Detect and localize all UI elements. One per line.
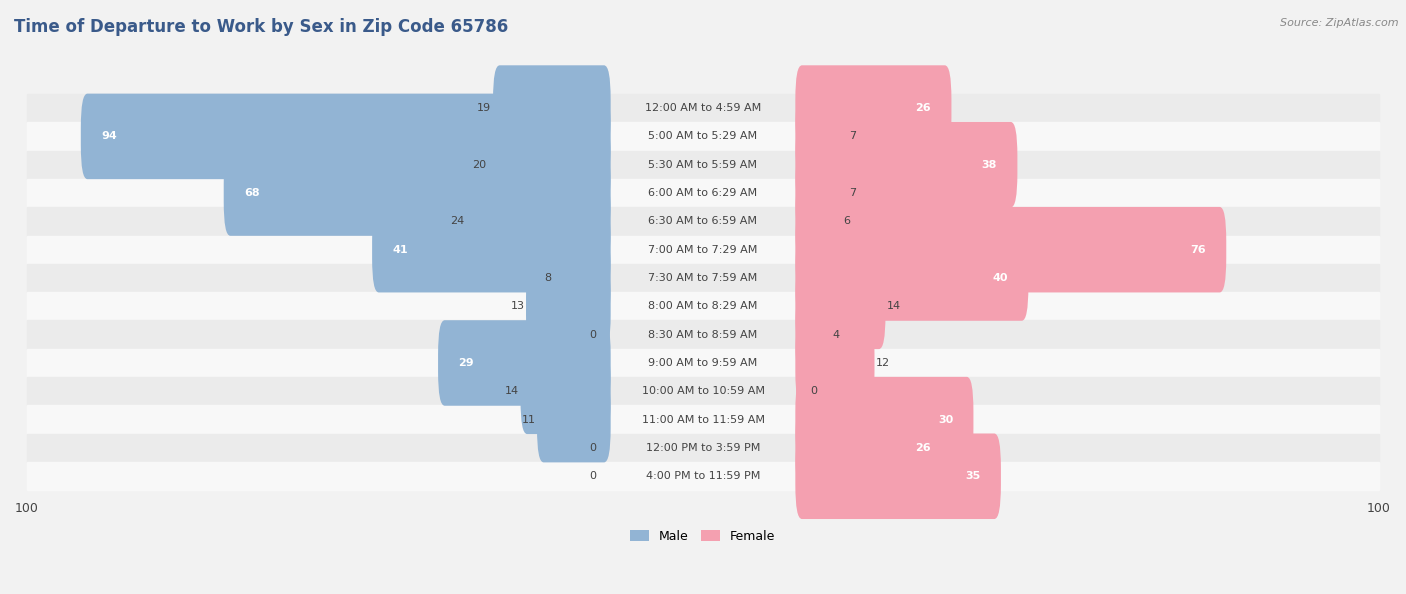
Bar [27, 264, 1379, 292]
Text: 5:30 AM to 5:59 AM: 5:30 AM to 5:59 AM [648, 160, 758, 170]
FancyBboxPatch shape [796, 94, 846, 179]
FancyBboxPatch shape [373, 207, 610, 292]
FancyBboxPatch shape [520, 349, 610, 434]
Bar [27, 462, 1379, 491]
Text: Time of Departure to Work by Sex in Zip Code 65786: Time of Departure to Work by Sex in Zip … [14, 18, 509, 36]
Text: 76: 76 [1191, 245, 1206, 255]
FancyBboxPatch shape [537, 377, 610, 462]
Text: 30: 30 [938, 415, 953, 425]
Text: 26: 26 [915, 103, 931, 113]
FancyBboxPatch shape [796, 434, 1001, 519]
FancyBboxPatch shape [494, 65, 610, 151]
Text: 5:00 AM to 5:29 AM: 5:00 AM to 5:29 AM [648, 131, 758, 141]
FancyBboxPatch shape [796, 405, 952, 491]
Text: 10:00 AM to 10:59 AM: 10:00 AM to 10:59 AM [641, 386, 765, 396]
Text: 29: 29 [458, 358, 474, 368]
Text: 19: 19 [477, 103, 491, 113]
Bar [27, 150, 1379, 179]
Text: 6:30 AM to 6:59 AM: 6:30 AM to 6:59 AM [648, 216, 758, 226]
Text: 12:00 PM to 3:59 PM: 12:00 PM to 3:59 PM [645, 443, 761, 453]
Text: 7: 7 [849, 131, 856, 141]
Text: 12: 12 [876, 358, 890, 368]
Bar [27, 292, 1379, 321]
Text: 11:00 AM to 11:59 AM: 11:00 AM to 11:59 AM [641, 415, 765, 425]
FancyBboxPatch shape [80, 94, 610, 179]
Bar [27, 377, 1379, 406]
FancyBboxPatch shape [796, 207, 1226, 292]
FancyBboxPatch shape [439, 320, 610, 406]
Text: 41: 41 [392, 245, 408, 255]
Bar [27, 94, 1379, 122]
Bar [27, 406, 1379, 434]
FancyBboxPatch shape [796, 264, 886, 349]
Text: 12:00 AM to 4:59 AM: 12:00 AM to 4:59 AM [645, 103, 761, 113]
FancyBboxPatch shape [465, 179, 610, 264]
FancyBboxPatch shape [796, 122, 1018, 207]
Text: 24: 24 [450, 216, 464, 226]
FancyBboxPatch shape [488, 122, 610, 207]
FancyBboxPatch shape [796, 65, 952, 151]
Text: 26: 26 [915, 443, 931, 453]
Text: 6:00 AM to 6:29 AM: 6:00 AM to 6:29 AM [648, 188, 758, 198]
FancyBboxPatch shape [796, 292, 831, 377]
Text: 8:00 AM to 8:29 AM: 8:00 AM to 8:29 AM [648, 301, 758, 311]
Text: Source: ZipAtlas.com: Source: ZipAtlas.com [1281, 18, 1399, 28]
Text: 40: 40 [993, 273, 1008, 283]
Text: 8:30 AM to 8:59 AM: 8:30 AM to 8:59 AM [648, 330, 758, 340]
Bar [27, 179, 1379, 207]
FancyBboxPatch shape [224, 150, 610, 236]
Text: 7: 7 [849, 188, 856, 198]
Bar [27, 236, 1379, 264]
Bar [27, 349, 1379, 377]
Text: 4: 4 [832, 330, 839, 340]
Text: 14: 14 [505, 386, 519, 396]
FancyBboxPatch shape [796, 377, 973, 462]
Text: 13: 13 [510, 301, 524, 311]
Bar [27, 321, 1379, 349]
Text: 4:00 PM to 11:59 PM: 4:00 PM to 11:59 PM [645, 471, 761, 481]
FancyBboxPatch shape [526, 264, 610, 349]
Text: 94: 94 [101, 131, 117, 141]
Text: 0: 0 [589, 471, 596, 481]
Text: 7:30 AM to 7:59 AM: 7:30 AM to 7:59 AM [648, 273, 758, 283]
Text: 11: 11 [522, 415, 536, 425]
FancyBboxPatch shape [796, 320, 875, 406]
Legend: Male, Female: Male, Female [630, 530, 776, 543]
Bar [27, 207, 1379, 236]
FancyBboxPatch shape [796, 235, 1028, 321]
Text: 8: 8 [544, 273, 551, 283]
Bar [27, 434, 1379, 462]
Text: 0: 0 [589, 443, 596, 453]
Text: 14: 14 [887, 301, 901, 311]
Text: 9:00 AM to 9:59 AM: 9:00 AM to 9:59 AM [648, 358, 758, 368]
Text: 38: 38 [981, 160, 997, 170]
FancyBboxPatch shape [796, 179, 842, 264]
Text: 68: 68 [245, 188, 260, 198]
Text: 6: 6 [844, 216, 851, 226]
Text: 0: 0 [810, 386, 817, 396]
Text: 0: 0 [589, 330, 596, 340]
Bar [27, 122, 1379, 150]
Text: 7:00 AM to 7:29 AM: 7:00 AM to 7:29 AM [648, 245, 758, 255]
Text: 20: 20 [472, 160, 486, 170]
FancyBboxPatch shape [796, 150, 846, 236]
Text: 35: 35 [966, 471, 980, 481]
FancyBboxPatch shape [554, 235, 610, 321]
